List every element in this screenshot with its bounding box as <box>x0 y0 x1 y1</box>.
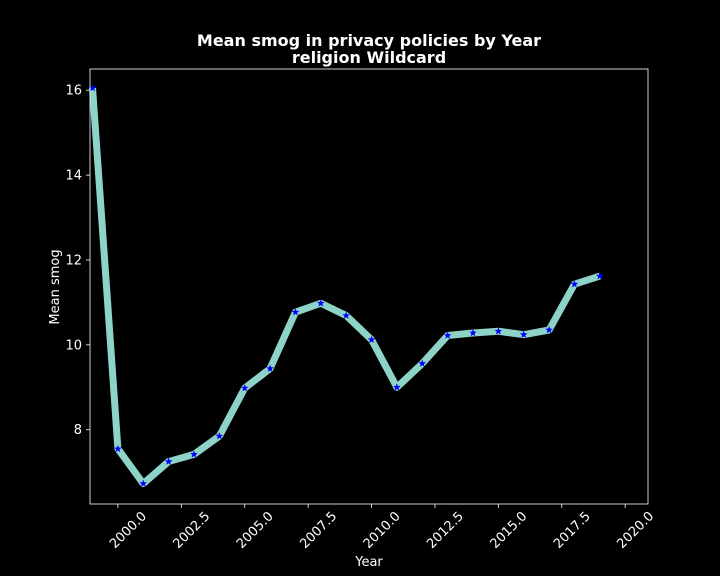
y-tick-label: 12 <box>65 253 82 268</box>
data-point-marker <box>190 450 198 458</box>
plot-frame <box>89 68 649 505</box>
data-point-marker <box>494 327 503 335</box>
data-point-marker <box>367 335 376 343</box>
y-tick-label: 8 <box>74 423 82 438</box>
y-axis-ticks: 8 10 12 14 16 <box>65 84 90 438</box>
data-point-marker <box>139 479 148 487</box>
data-point-marker <box>469 328 477 337</box>
data-point-marker <box>114 444 122 453</box>
data-point-marker <box>215 432 224 440</box>
data-point-marker <box>88 84 97 92</box>
data-point-marker <box>291 308 300 316</box>
data-point-marker <box>443 331 452 339</box>
data-point-marker <box>266 364 274 372</box>
y-tick-label: 16 <box>65 84 82 99</box>
data-point-marker <box>596 272 604 280</box>
data-point-marker <box>342 311 350 319</box>
data-point-marker <box>164 457 173 465</box>
chart-title-line2: religion Wildcard <box>292 48 446 67</box>
y-tick-label: 14 <box>65 169 82 184</box>
data-point-marker <box>393 383 401 391</box>
chart-title-line1: Mean smog in privacy policies by Year <box>197 31 541 50</box>
y-tick-label: 10 <box>65 338 82 353</box>
x-axis-label: Year <box>354 555 383 570</box>
plot-series <box>88 84 604 488</box>
data-point-marker <box>545 326 553 334</box>
y-axis-label: Mean smog <box>48 249 63 324</box>
data-point-marker <box>418 359 427 367</box>
data-point-marker <box>240 384 249 392</box>
data-point-marker <box>570 280 579 288</box>
data-point-marker <box>317 299 325 307</box>
data-point-marker <box>519 330 528 338</box>
